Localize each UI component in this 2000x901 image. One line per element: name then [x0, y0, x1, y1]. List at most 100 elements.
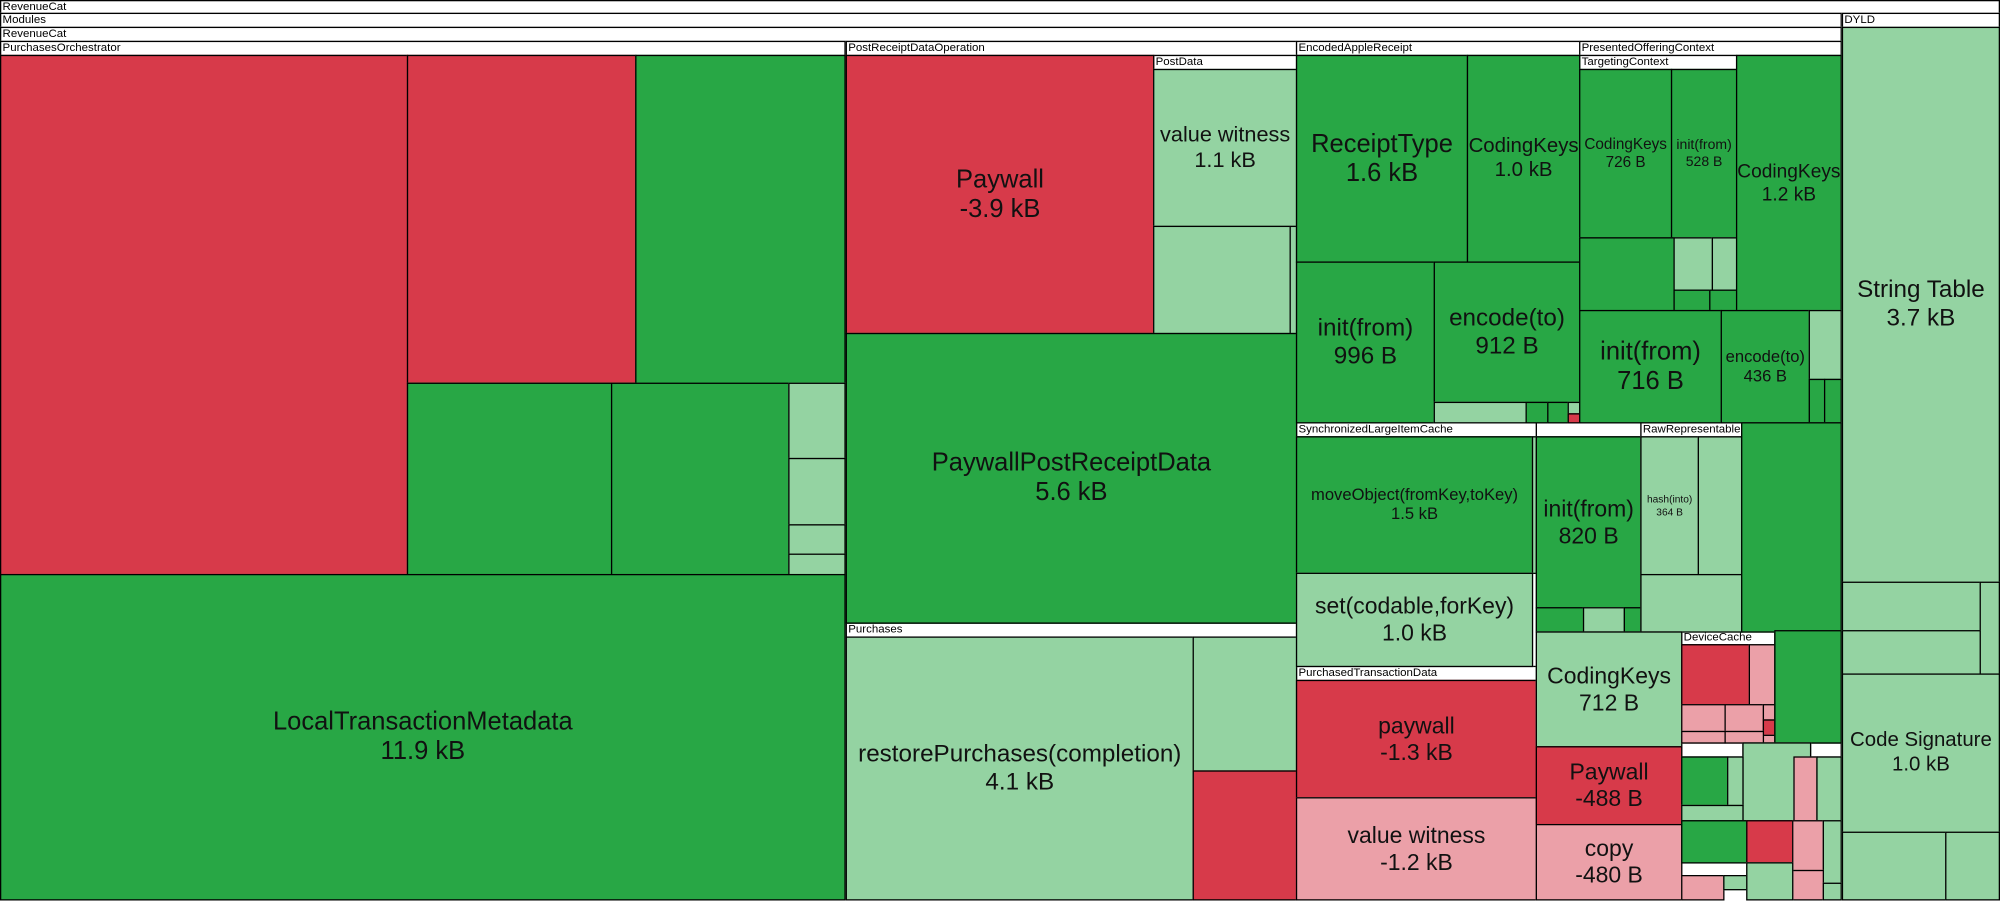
treemap-cell[interactable] [0, 54, 409, 576]
treemap-node[interactable]: init(from) 820 B [1535, 436, 1642, 609]
treemap-cell[interactable] [1681, 704, 1726, 733]
treemap-cell[interactable] [1841, 630, 1981, 675]
treemap-cell[interactable] [1822, 820, 1842, 884]
treemap-cell[interactable] [1792, 869, 1824, 901]
treemap-node[interactable]: moveObject(fromKey,toKey) 1.5 kB [1295, 436, 1534, 574]
treemap-cell[interactable] [1681, 820, 1748, 864]
group-header[interactable]: PurchasedTransactionData [1295, 665, 1537, 682]
group-header[interactable]: Modules [0, 12, 1842, 29]
treemap-cell[interactable] [1808, 378, 1826, 424]
treemap-cell[interactable] [406, 54, 637, 384]
treemap-cell[interactable] [788, 382, 846, 460]
treemap-cell[interactable] [1681, 644, 1750, 706]
treemap-node[interactable]: restorePurchases(completion) 4.1 kB [845, 636, 1194, 901]
treemap-node[interactable]: ReceiptType 1.6 kB [1295, 54, 1469, 263]
group-header[interactable] [1535, 422, 1642, 438]
treemap-node[interactable]: LocalTransactionMetadata 11.9 kB [0, 573, 846, 901]
treemap-cell[interactable] [788, 524, 846, 555]
treemap-node[interactable]: value witness -1.2 kB [1295, 797, 1537, 901]
treemap-cell[interactable] [1823, 378, 1842, 424]
treemap-cell[interactable] [1746, 862, 1794, 901]
node-label: hash(into) [1646, 494, 1693, 506]
treemap-node[interactable]: init(from) 716 B [1579, 309, 1722, 424]
group-header[interactable]: Purchases [845, 622, 1298, 638]
treemap-cell[interactable] [1681, 874, 1725, 901]
treemap-cell[interactable] [1673, 237, 1714, 291]
group-header[interactable]: PostReceiptDataOperation [845, 40, 1298, 57]
treemap-node[interactable]: CodingKeys 1.0 kB [1466, 54, 1581, 263]
group-header[interactable] [1809, 742, 1842, 758]
treemap-cell[interactable] [635, 54, 846, 384]
treemap-node[interactable]: PaywallPostReceiptData 5.6 kB [845, 332, 1298, 624]
treemap-cell[interactable] [1816, 756, 1842, 822]
treemap-cell[interactable] [1433, 401, 1527, 424]
treemap-cell[interactable] [1746, 820, 1794, 864]
group-header[interactable]: PresentedOfferingContext [1579, 40, 1842, 57]
treemap-cell[interactable] [1711, 237, 1738, 291]
treemap-cell[interactable] [1774, 630, 1842, 744]
group-header[interactable]: PurchasesOrchestrator [0, 40, 846, 57]
treemap-cell[interactable] [1579, 237, 1675, 312]
treemap-cell[interactable] [406, 382, 613, 576]
treemap-node[interactable]: CodingKeys 726 B [1579, 68, 1673, 239]
treemap-cell[interactable] [1192, 636, 1298, 772]
treemap-node[interactable]: Paywall -488 B [1535, 746, 1683, 826]
treemap-node[interactable]: CodingKeys 1.2 kB [1735, 54, 1842, 312]
treemap-cell[interactable] [1724, 704, 1765, 733]
group-header[interactable] [1681, 742, 1744, 758]
group-header[interactable]: SynchronizedLargeItemCache [1295, 422, 1537, 438]
treemap-node[interactable]: copy -480 B [1535, 823, 1683, 901]
treemap-cell[interactable] [1623, 607, 1642, 633]
treemap-node[interactable]: encode(to) 912 B [1433, 261, 1581, 404]
treemap-cell[interactable] [1673, 289, 1711, 312]
treemap-cell[interactable] [1748, 644, 1776, 706]
treemap-cell[interactable] [1582, 607, 1625, 633]
treemap-node[interactable]: hash(into) 364 B [1640, 436, 1699, 576]
group-header[interactable]: RawRepresentable [1640, 422, 1743, 438]
treemap-cell[interactable] [1192, 770, 1298, 901]
treemap-cell[interactable] [1741, 422, 1842, 633]
treemap-cell[interactable] [1792, 820, 1824, 872]
treemap-cell[interactable] [1709, 289, 1738, 312]
treemap-cell[interactable] [1979, 581, 2000, 675]
treemap-cell[interactable] [788, 457, 846, 526]
treemap-cell[interactable] [1841, 581, 1981, 632]
treemap-node[interactable]: Code Signature 1.0 kB [1841, 673, 2000, 833]
group-header[interactable]: TargetingContext [1579, 54, 1738, 71]
treemap-cell[interactable] [1681, 756, 1729, 807]
treemap-cell[interactable] [1681, 730, 1726, 744]
treemap-node[interactable]: init(from) 528 B [1670, 68, 1738, 239]
treemap-cell[interactable] [1525, 401, 1549, 424]
treemap-node[interactable]: Paywall -3.9 kB [845, 54, 1155, 335]
treemap-node[interactable]: String Table 3.7 kB [1841, 26, 2000, 583]
node-size: 1.0 kB [1891, 753, 1950, 775]
treemap-cell[interactable] [1535, 607, 1585, 633]
treemap-cell[interactable] [1153, 225, 1291, 335]
treemap-cell[interactable] [1822, 882, 1842, 901]
group-header[interactable]: EncodedAppleReceipt [1295, 40, 1581, 57]
treemap-cell[interactable] [1945, 831, 2000, 901]
treemap-cell[interactable] [1841, 831, 1947, 901]
node-size: 912 B [1475, 332, 1539, 360]
treemap-cell[interactable] [1681, 804, 1744, 822]
treemap-node[interactable]: encode(to) 436 B [1720, 309, 1810, 424]
group-header[interactable]: PostData [1153, 54, 1298, 71]
node-label: String Table [1857, 276, 1985, 304]
group-header[interactable]: DYLD [1841, 12, 2000, 29]
group-header[interactable]: RevenueCat [0, 26, 1842, 43]
treemap-node[interactable]: paywall -1.3 kB [1295, 679, 1537, 799]
treemap-node[interactable]: set(codable,forKey) 1.0 kB [1295, 572, 1534, 668]
treemap-cell[interactable] [1640, 573, 1743, 633]
treemap-node[interactable]: CodingKeys 712 B [1535, 631, 1683, 748]
treemap-cell[interactable] [1723, 874, 1748, 891]
node-label: init(from) [1317, 314, 1414, 342]
treemap-cell[interactable] [1808, 309, 1842, 381]
treemap-cell[interactable] [1697, 436, 1743, 576]
treemap-cell[interactable] [1547, 401, 1569, 424]
treemap-cell[interactable] [1727, 756, 1744, 807]
treemap-node[interactable]: init(from) 996 B [1295, 261, 1435, 424]
treemap-cell[interactable] [610, 382, 790, 576]
treemap-cell[interactable] [788, 553, 846, 576]
treemap-node[interactable]: value witness 1.1 kB [1153, 68, 1298, 228]
treemap-cell[interactable] [1793, 756, 1818, 822]
